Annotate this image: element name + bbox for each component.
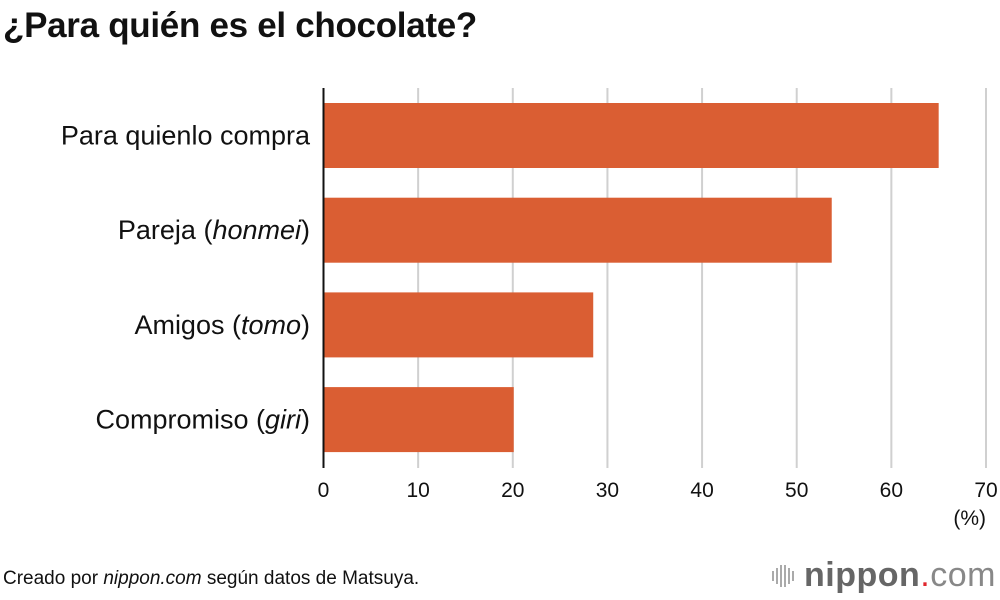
chart-title: ¿Para quién es el chocolate? (3, 6, 477, 45)
bar (323, 292, 594, 358)
x-tick-label: 20 (501, 479, 524, 502)
bar (323, 103, 939, 168)
x-tick-label: 0 (318, 479, 330, 502)
x-tick-label: 70 (974, 479, 997, 502)
category-label: Pareja (honmei) (118, 215, 310, 245)
logo-dot: . (920, 556, 931, 594)
logo-bars-icon (772, 564, 794, 587)
source-suffix: según datos de Matsuya. (201, 568, 420, 589)
x-tick-label: 40 (690, 479, 713, 502)
x-tick-label: 30 (596, 479, 619, 502)
x-tick-label: 10 (406, 479, 429, 502)
x-tick-label: 50 (785, 479, 808, 502)
bar-chart: 0 10 20 30 40 50 60 70 (%) Para quienlo compra Par… (61, 88, 998, 530)
logo-tld: com (930, 556, 996, 594)
source-note: Creado por nippon.com según datos de Mat… (3, 568, 419, 590)
x-unit-label: (%) (953, 507, 986, 530)
bar (323, 387, 514, 453)
x-tick-label: 60 (880, 479, 903, 502)
category-label: Amigos (tomo) (134, 310, 310, 340)
category-label: Para quienlo compra (61, 121, 311, 151)
category-label: Compromiso (giri) (95, 405, 310, 435)
nippon-logo: nippon. com (772, 556, 996, 595)
source-prefix: Creado por (3, 568, 104, 589)
source-site: nippon.com (103, 568, 202, 589)
logo-name: nippon (804, 556, 921, 594)
bar (323, 197, 832, 263)
